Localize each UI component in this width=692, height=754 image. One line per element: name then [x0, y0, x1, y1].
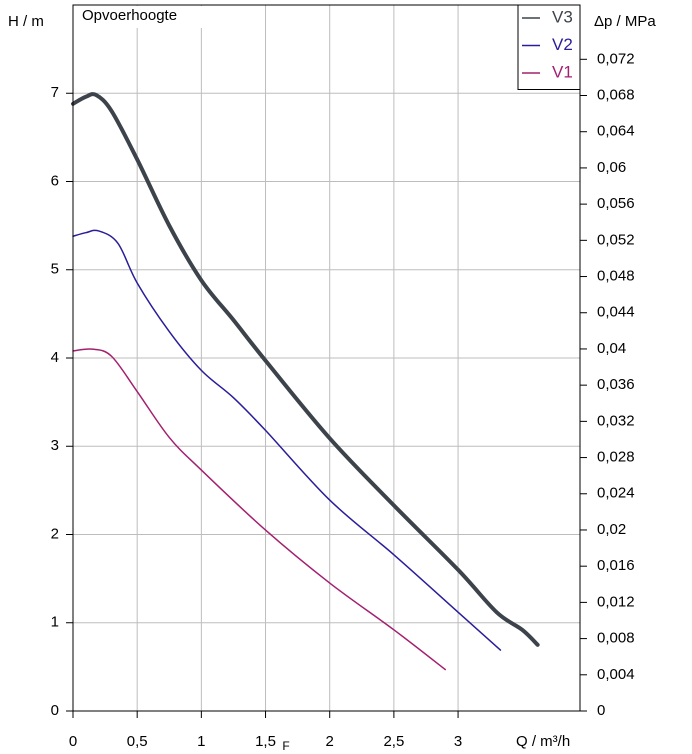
y2-tick-label: 0	[597, 702, 605, 719]
y-tick-label: 4	[51, 349, 59, 366]
x-tick-label: 1,5	[255, 733, 276, 750]
x-tick-label: 3	[454, 733, 462, 750]
y2-tick-label: 0,02	[597, 521, 626, 538]
legend-label: V3	[552, 7, 573, 26]
y-tick-label: 7	[51, 84, 59, 101]
y2-tick-label: 0,008	[597, 630, 635, 647]
y2-tick-label: 0,032	[597, 412, 635, 429]
legend-box	[517, 4, 581, 90]
x-tick-label: 2,5	[383, 733, 404, 750]
x-tick-label: 1	[197, 733, 205, 750]
y2-tick-label: 0,016	[597, 557, 635, 574]
legend-label: V1	[552, 62, 573, 81]
y2-tick-label: 0,072	[597, 50, 635, 67]
x-tick-label: 0	[69, 733, 77, 750]
legend-label: V2	[552, 35, 573, 54]
y2-tick-label: 0,048	[597, 268, 635, 285]
y2-tick-label: 0,052	[597, 231, 635, 248]
x-axis-label: Q / m³/h	[516, 733, 570, 750]
plot-frame	[72, 4, 581, 712]
y-tick-label: 6	[51, 172, 59, 189]
y2-tick-label: 0,028	[597, 449, 635, 466]
y2-tick-label: 0,036	[597, 376, 635, 393]
y2-tick-label: 0,044	[597, 304, 635, 321]
grid	[72, 5, 580, 712]
curve	[71, 92, 540, 647]
y2-tick-label: 0,024	[597, 485, 635, 502]
y2-axis-label: Δp / MPa	[594, 13, 656, 30]
y2-tick-label: 0,004	[597, 666, 635, 683]
y2-tick-label: 0,012	[597, 593, 635, 610]
x-tick-label: 2	[326, 733, 334, 750]
y-tick-label: 2	[51, 525, 59, 542]
curve	[72, 348, 446, 671]
x-tick-label: 0,5	[127, 733, 148, 750]
annotation: F	[282, 739, 289, 753]
axes: 0 0,5 1 1,5 2 2,5 3 0 1 2 3 4 5 6 7 0 0,004 0,008 0,012 0,0…	[51, 4, 635, 750]
title-box	[74, 6, 204, 28]
y-axis-label: H / m	[8, 13, 44, 30]
y2-tick-label: 0,06	[597, 159, 626, 176]
y-tick-label: 5	[51, 261, 59, 278]
y2-tick-label: 0,04	[597, 340, 626, 357]
y2-tick-label: 0,064	[597, 123, 635, 140]
y2-tick-label: 0,068	[597, 86, 635, 103]
chart-title: Opvoerhoogte	[82, 7, 177, 24]
y2-tick-label: 0,056	[597, 195, 635, 212]
curve	[72, 229, 502, 651]
curves	[71, 92, 540, 671]
y-tick-label: 3	[51, 437, 59, 454]
y-tick-label: 0	[51, 702, 59, 719]
y-tick-label: 1	[51, 614, 59, 631]
